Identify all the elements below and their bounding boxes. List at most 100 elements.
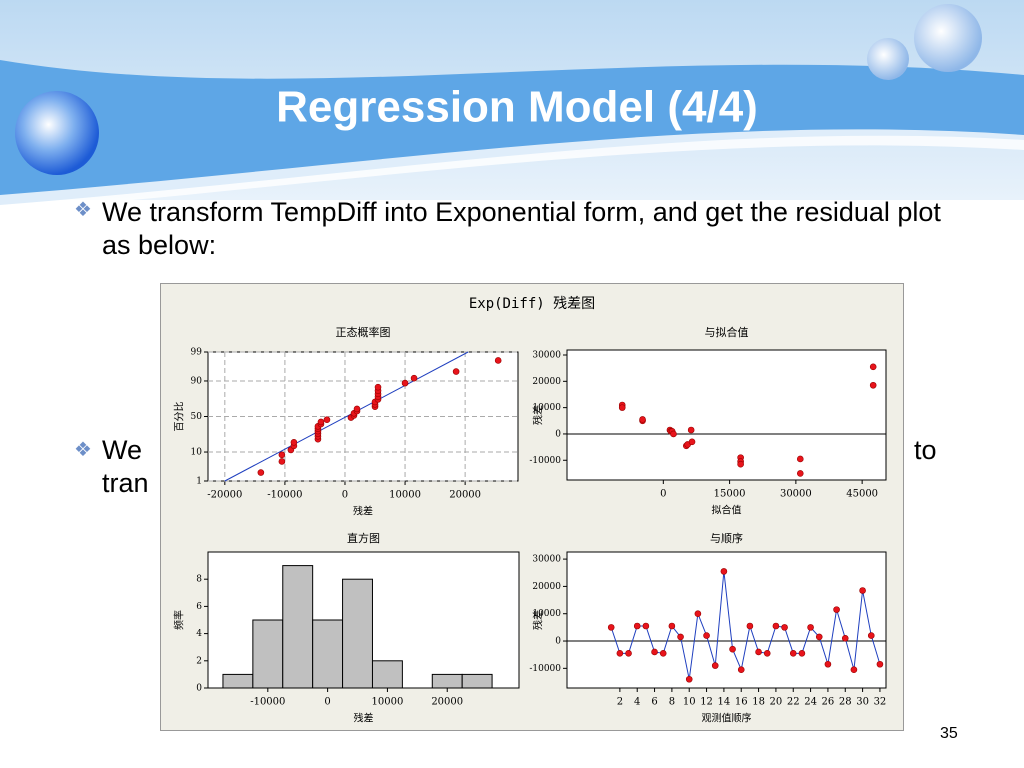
x-tick-label: 26	[822, 697, 835, 708]
y-tick-label: 10000	[532, 403, 561, 413]
x-tick-label: 30	[856, 697, 869, 708]
point	[796, 470, 804, 477]
y-tick-label: 10000	[532, 609, 561, 619]
page-number: 35	[940, 725, 958, 742]
x-tick-label: 30000	[780, 489, 812, 500]
point	[867, 632, 875, 639]
y-tick-label: 1	[196, 477, 202, 487]
orb	[914, 4, 982, 72]
panel-title: 与拟合值	[705, 325, 749, 339]
point	[703, 632, 710, 639]
point	[720, 568, 728, 575]
x-tick-label: 24	[804, 697, 817, 708]
bullet-fragment: We	[102, 435, 143, 465]
y-tick-label: 30000	[532, 351, 561, 361]
point	[694, 610, 702, 618]
x-tick-label: 4	[634, 697, 640, 708]
point	[859, 587, 866, 594]
x-tick-label: 2	[617, 697, 623, 708]
point	[639, 416, 646, 423]
point	[452, 368, 460, 375]
x-tick-label: 8	[669, 697, 675, 708]
y-tick-label: 10	[191, 448, 203, 458]
point	[317, 418, 325, 426]
plot-area	[566, 551, 887, 689]
y-tick-label: 6	[196, 602, 202, 612]
x-tick-label: 0	[342, 490, 348, 501]
y-tick-label: 0	[555, 637, 561, 647]
point	[278, 458, 286, 465]
y-axis-label: 残差	[532, 610, 545, 630]
point	[772, 622, 780, 630]
bar	[282, 565, 314, 689]
point	[670, 430, 677, 438]
x-tick-label: -20000	[207, 490, 242, 501]
point	[796, 455, 804, 463]
point	[633, 622, 641, 630]
panel-title: 直方图	[347, 531, 380, 545]
x-tick-label: 16	[735, 697, 748, 708]
point	[659, 650, 667, 657]
point	[278, 451, 286, 459]
bullet-icon: ❖	[74, 197, 92, 221]
point	[815, 633, 823, 641]
point	[807, 624, 814, 631]
x-tick-label: 0	[324, 697, 330, 708]
bar	[431, 673, 463, 689]
point	[755, 648, 762, 656]
x-tick-label: 10	[683, 697, 696, 708]
x-tick-label: 20	[770, 697, 783, 708]
bar	[461, 673, 493, 689]
bar	[252, 619, 284, 689]
y-tick-label: 99	[191, 348, 203, 358]
point	[833, 606, 840, 613]
y-tick-label: 30000	[532, 555, 561, 565]
x-tick-label: 22	[787, 697, 800, 708]
x-tick-label: 10000	[372, 697, 404, 708]
y-tick-label: -10000	[529, 664, 561, 674]
point	[618, 404, 626, 411]
x-axis-label: 残差	[354, 712, 374, 725]
panel-title: 与顺序	[710, 531, 743, 545]
y-tick-label: 20000	[532, 582, 561, 592]
x-tick-label: 45000	[846, 489, 878, 500]
x-tick-label: 32	[874, 697, 887, 708]
header-wave	[0, 60, 1024, 205]
orb	[15, 91, 99, 175]
point	[401, 379, 409, 387]
point	[651, 648, 658, 656]
point	[869, 381, 877, 389]
plot-area	[566, 349, 887, 481]
y-tick-label: 2	[196, 656, 202, 666]
figure-title: Exp(Diff) 残差图	[469, 296, 595, 312]
point	[789, 650, 797, 657]
point	[850, 666, 858, 674]
bar	[312, 619, 344, 689]
fit-line	[224, 351, 469, 482]
point	[688, 438, 696, 446]
point	[257, 469, 265, 476]
point	[642, 622, 650, 630]
orb	[867, 38, 909, 80]
point	[685, 675, 693, 683]
point	[687, 426, 695, 434]
point	[737, 460, 744, 468]
point	[353, 405, 361, 413]
point	[737, 666, 745, 674]
y-axis-label: 残差	[532, 405, 545, 425]
point	[607, 624, 615, 631]
point	[876, 660, 884, 668]
point	[841, 634, 849, 642]
x-axis-label: 残差	[353, 505, 373, 518]
x-tick-label: 6	[651, 697, 657, 708]
y-tick-label: 4	[196, 629, 202, 639]
y-tick-label: 8	[196, 575, 202, 585]
y-tick-label: 90	[191, 376, 203, 386]
point	[869, 363, 877, 371]
x-tick-label: -10000	[267, 490, 302, 501]
x-tick-label: 12	[700, 697, 713, 708]
x-tick-label: 20000	[431, 697, 463, 708]
